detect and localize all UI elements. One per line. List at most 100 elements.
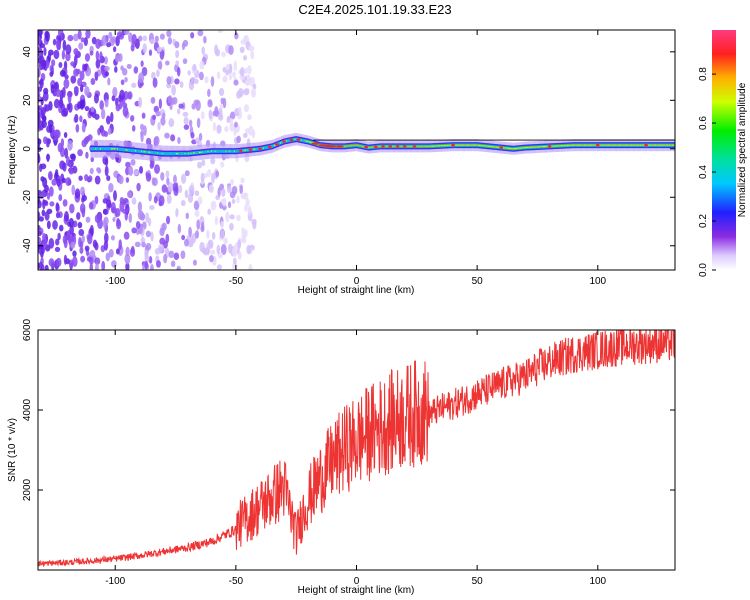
noise-blob [149, 204, 155, 211]
ridge-mid [107, 147, 109, 151]
ridge-core [486, 145, 488, 147]
noise-blob [130, 44, 135, 52]
noise-blob [245, 155, 250, 163]
noise-blob [120, 79, 125, 86]
ridge-core [487, 145, 489, 147]
ridge-core [610, 144, 612, 146]
noise-blob [194, 210, 200, 218]
noise-blob [147, 217, 152, 227]
noise-blob [173, 252, 180, 261]
ridge-core [311, 142, 313, 144]
noise-blob [241, 227, 245, 234]
ridge-core [449, 144, 452, 146]
ridge-core [430, 145, 433, 147]
noise-blob [75, 123, 80, 133]
noise-blob [158, 243, 164, 253]
ridge-core [648, 144, 651, 146]
noise-blob [81, 235, 86, 244]
ridge-core [466, 144, 469, 146]
noise-blob [53, 129, 60, 139]
noise-blob [182, 58, 188, 65]
ridge-mid [213, 149, 216, 153]
ridge-mid [265, 145, 267, 150]
noise-blob [192, 63, 197, 72]
ridge-core [482, 145, 485, 147]
noise-blob [173, 174, 177, 184]
ridge-core [447, 144, 450, 146]
ridge-mid [108, 147, 111, 151]
noise-blob [126, 63, 132, 70]
ridge-core [622, 144, 625, 146]
noise-blob [80, 255, 86, 263]
noise-blob [45, 30, 50, 42]
ridge-mid [139, 149, 142, 153]
noise-blob [177, 223, 182, 234]
ridge-core [425, 145, 428, 147]
noise-blob [210, 76, 215, 87]
ridge-core [604, 144, 606, 146]
noise-blob [252, 220, 257, 230]
noise-blob [229, 222, 234, 231]
noise-blob [50, 84, 55, 94]
ridge-core [233, 150, 236, 152]
noise-blob [119, 197, 124, 205]
noise-blob [106, 175, 111, 182]
ridge-core [439, 145, 441, 147]
ridge-mid [182, 152, 184, 156]
ridge-core [411, 145, 413, 147]
ridge-core [350, 145, 353, 147]
noise-blob [137, 201, 143, 212]
ridge-mid [183, 152, 185, 156]
spectrogram-xtick-label: 0 [354, 276, 360, 287]
ridge-core [400, 145, 403, 147]
noise-blob [55, 88, 61, 98]
noise-blob [188, 185, 195, 195]
noise-blob [100, 129, 106, 137]
noise-blob [46, 138, 52, 145]
ridge-core [617, 144, 620, 146]
ridge-mid [278, 141, 281, 146]
noise-blob [212, 256, 217, 263]
noise-blob [191, 103, 196, 110]
ridge-core [572, 144, 575, 146]
ridge-core [457, 144, 459, 146]
noise-blob [89, 50, 94, 56]
noise-blob [39, 78, 44, 89]
noise-blob [165, 170, 170, 178]
noise-blob [110, 235, 115, 241]
ridge-core [605, 144, 608, 146]
noise-blob [220, 220, 225, 229]
ridge-core [126, 149, 129, 151]
ridge-core [511, 148, 514, 150]
noise-blob [115, 104, 121, 112]
ridge-mid [170, 152, 172, 156]
noise-blob [128, 212, 132, 224]
ridge-core [587, 144, 590, 146]
ridge-core [200, 151, 202, 153]
ridge-core [372, 146, 375, 148]
ridge-mid [97, 147, 100, 151]
ridge-mid [185, 152, 188, 156]
noise-blob [214, 48, 221, 57]
ridge-core [143, 151, 146, 153]
ridge-mid [124, 148, 126, 152]
noise-blob [172, 182, 178, 192]
ridge-peak [412, 145, 417, 148]
ridge-core [537, 146, 540, 148]
noise-blob [63, 78, 70, 89]
ridge-mid [217, 149, 219, 153]
noise-blob [216, 244, 220, 255]
spectrogram-xtick-label: -100 [105, 276, 125, 287]
noise-blob [151, 71, 156, 80]
ridge-mid [133, 149, 136, 153]
noise-blob [81, 139, 87, 148]
noise-blob [247, 206, 252, 216]
noise-blob [206, 229, 210, 239]
noise-blob [113, 46, 117, 53]
ridge-core [673, 144, 675, 146]
ridge-mid [167, 152, 170, 156]
ridge-core [229, 150, 231, 152]
ridge-core [552, 145, 555, 147]
ridge-core [498, 146, 500, 148]
ridge-core [568, 144, 570, 146]
